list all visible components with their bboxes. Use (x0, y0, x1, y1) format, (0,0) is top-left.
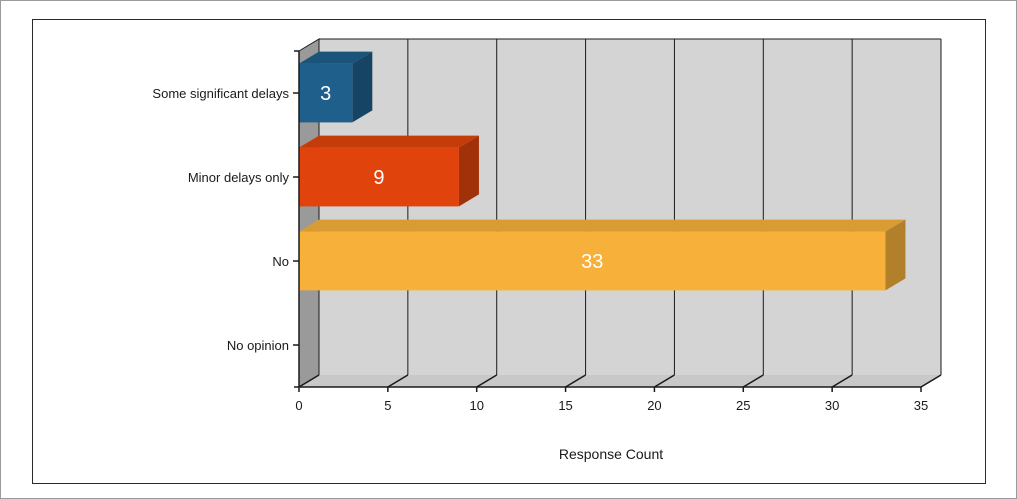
floor-gridline (831, 374, 853, 388)
y-tick-label: Some significant delays (152, 86, 289, 101)
bar-front-face (299, 147, 459, 207)
bar-chart: 3 9 33 0 5 10 15 20 25 30 35 Some significant del… (152, 38, 942, 462)
x-tick-label: 25 (736, 398, 750, 413)
chart-container: 3 9 33 0 5 10 15 20 25 30 35 Some significant del… (32, 19, 986, 484)
bar: 9 (299, 135, 479, 207)
bar-top-face (299, 219, 906, 232)
bar-front-face (299, 63, 353, 123)
y-tick-label: No (272, 254, 289, 269)
y-tick-label: No opinion (227, 338, 289, 353)
x-tick-label: 0 (295, 398, 302, 413)
bar-top-face (299, 135, 479, 148)
floor-gridline (476, 374, 498, 388)
floor-gridline (654, 374, 675, 388)
bar-end-face (885, 219, 906, 291)
back-wall (319, 39, 941, 375)
x-tick-label: 20 (647, 398, 661, 413)
bar-value-label: 33 (581, 251, 603, 273)
x-axis: 0 5 10 15 20 25 30 35 (295, 386, 928, 413)
y-axis: Some significant delays Minor delays only… (152, 50, 300, 388)
bars: 3 9 33 (299, 51, 906, 291)
x-tick-label: 15 (558, 398, 572, 413)
bar-end-face (352, 51, 373, 123)
floor-gridline (742, 374, 764, 388)
bar-end-face (458, 135, 479, 207)
floor-gridline (298, 374, 320, 388)
bar-top-face (299, 51, 373, 64)
plot-background (298, 38, 941, 388)
bar: 3 (299, 51, 373, 123)
bar-value-label: 3 (320, 83, 331, 105)
floor-gridline (565, 374, 586, 388)
floor (299, 375, 941, 387)
x-tick-label: 30 (825, 398, 839, 413)
bar: 33 (299, 219, 906, 291)
gridlines (298, 38, 942, 388)
floor-gridline (920, 374, 942, 388)
bar-value-label: 9 (373, 167, 384, 189)
x-tick-label: 10 (469, 398, 483, 413)
x-axis-title: Response Count (559, 446, 663, 462)
bar-front-face (299, 231, 886, 291)
floor-gridline (387, 374, 409, 388)
x-tick-label: 35 (914, 398, 928, 413)
y-tick-label: Minor delays only (188, 170, 290, 185)
x-tick-label: 5 (384, 398, 391, 413)
